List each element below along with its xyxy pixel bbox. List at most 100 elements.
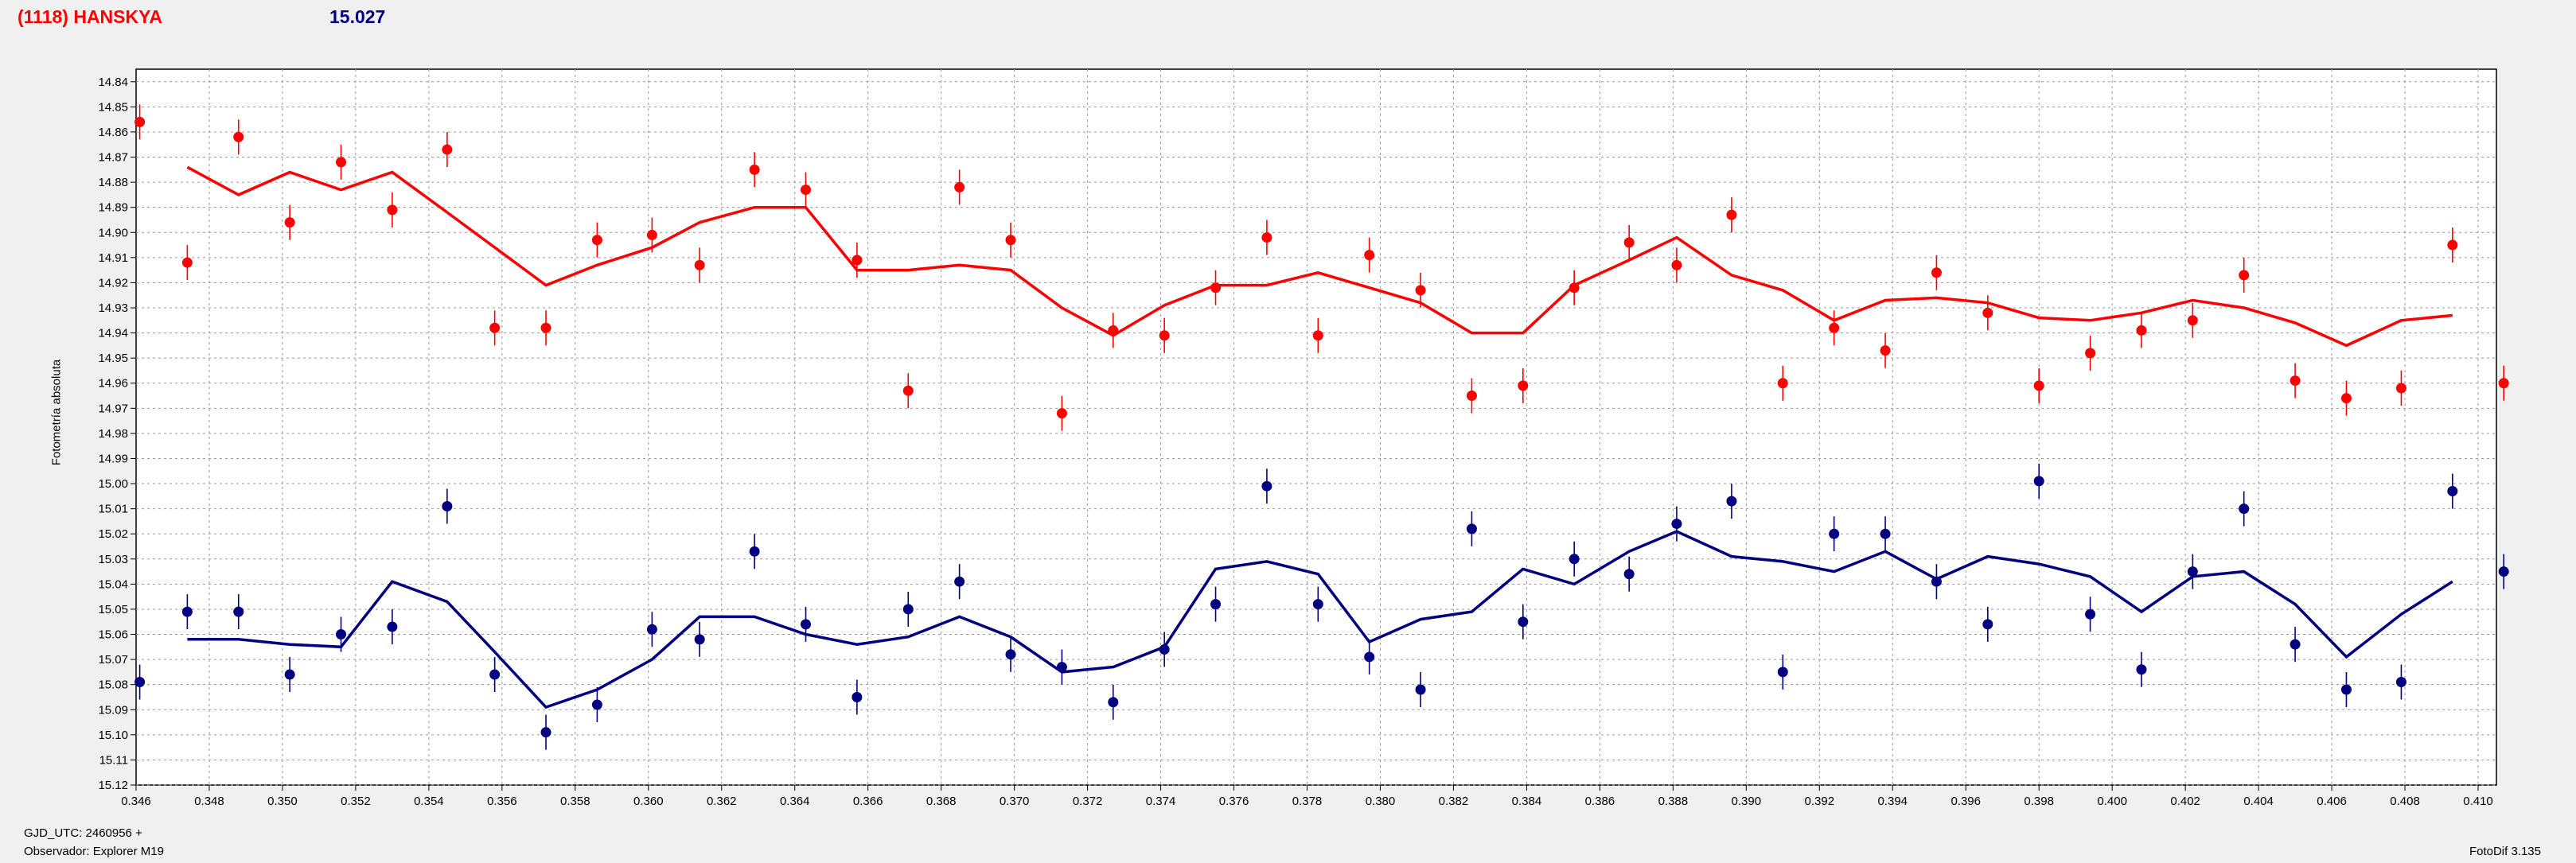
data-point bbox=[1466, 391, 1477, 402]
y-tick-label: 14.90 bbox=[98, 226, 128, 239]
x-tick-label: 0.354 bbox=[414, 795, 444, 808]
fit-lines bbox=[186, 165, 2453, 709]
data-point bbox=[1415, 285, 1426, 296]
x-tick-label: 0.394 bbox=[1877, 795, 1908, 808]
data-point bbox=[1518, 380, 1529, 391]
x-tick-label: 0.358 bbox=[560, 795, 590, 808]
data-point bbox=[1623, 237, 1635, 248]
data-point bbox=[540, 727, 551, 738]
y-axis-label: Fotometría absoluta bbox=[49, 359, 64, 466]
x-axis-ticks: 0.346 0.348 0.350 0.352 0.354 0.356 0.358 0.360… bbox=[121, 785, 2493, 808]
data-point bbox=[2447, 486, 2458, 497]
y-tick-label: 14.88 bbox=[98, 176, 128, 189]
x-tick-label: 0.390 bbox=[1732, 795, 1762, 808]
x-tick-label: 0.384 bbox=[1512, 795, 1542, 808]
data-point bbox=[1210, 282, 1222, 293]
data-point bbox=[233, 131, 244, 142]
data-point bbox=[1982, 619, 1993, 630]
data-point bbox=[1880, 528, 1891, 539]
data-point bbox=[2136, 325, 2147, 336]
data-point bbox=[489, 322, 501, 333]
x-tick-label: 0.398 bbox=[2024, 795, 2054, 808]
data-point bbox=[2290, 639, 2301, 650]
data-point bbox=[1159, 330, 1170, 341]
data-point bbox=[1005, 235, 1016, 246]
data-point bbox=[1671, 259, 1682, 270]
data-point bbox=[801, 185, 812, 196]
data-point bbox=[1005, 649, 1016, 660]
data-point bbox=[1108, 325, 1119, 336]
x-tick-label: 0.370 bbox=[1000, 795, 1030, 808]
y-tick-label: 15.01 bbox=[98, 503, 128, 516]
y-tick-label: 15.00 bbox=[98, 477, 128, 491]
y-tick-label: 15.03 bbox=[98, 553, 128, 566]
x-tick-label: 0.400 bbox=[2097, 795, 2127, 808]
data-points bbox=[134, 104, 2509, 750]
y-tick-label: 14.84 bbox=[98, 76, 128, 89]
x-tick-label: 0.396 bbox=[1951, 795, 1981, 808]
x-tick-label: 0.352 bbox=[341, 795, 371, 808]
x-tick-label: 0.382 bbox=[1439, 795, 1469, 808]
data-point bbox=[2085, 608, 2096, 620]
data-point bbox=[902, 604, 914, 615]
data-point bbox=[387, 204, 398, 216]
data-point bbox=[2187, 566, 2198, 577]
data-point bbox=[284, 669, 295, 680]
data-point bbox=[954, 576, 965, 587]
data-point bbox=[646, 624, 657, 635]
data-point bbox=[1261, 232, 1272, 243]
data-point bbox=[284, 217, 295, 228]
data-point bbox=[1466, 523, 1477, 535]
data-point bbox=[1364, 651, 1375, 663]
data-point bbox=[1777, 378, 1788, 389]
x-tick-label: 0.378 bbox=[1292, 795, 1323, 808]
data-point bbox=[181, 257, 193, 268]
data-point bbox=[591, 699, 602, 710]
y-tick-label: 14.86 bbox=[98, 126, 128, 139]
data-point bbox=[181, 606, 193, 617]
x-tick-label: 0.346 bbox=[121, 795, 151, 808]
data-point bbox=[749, 546, 760, 557]
data-point bbox=[134, 116, 146, 127]
x-tick-label: 0.360 bbox=[633, 795, 664, 808]
data-point bbox=[591, 235, 602, 246]
data-point bbox=[2395, 677, 2406, 688]
data-point bbox=[1623, 569, 1635, 580]
y-tick-label: 14.95 bbox=[98, 352, 128, 365]
data-point bbox=[1569, 554, 1580, 565]
fit-line-red bbox=[186, 165, 2453, 348]
data-point bbox=[1829, 528, 1840, 539]
data-point bbox=[954, 181, 965, 192]
x-tick-label: 0.348 bbox=[194, 795, 224, 808]
y-tick-label: 15.02 bbox=[98, 527, 128, 541]
data-point bbox=[2290, 375, 2301, 387]
x-tick-label: 0.372 bbox=[1073, 795, 1103, 808]
data-point bbox=[2498, 378, 2509, 389]
data-point bbox=[1210, 599, 1222, 610]
gjd-label: GJD_UTC: 2460956 + bbox=[24, 826, 142, 840]
x-tick-label: 0.388 bbox=[1658, 795, 1689, 808]
y-tick-label: 15.07 bbox=[98, 653, 128, 667]
data-point bbox=[694, 259, 705, 270]
data-point bbox=[1108, 697, 1119, 708]
data-point bbox=[1777, 667, 1788, 678]
x-tick-label: 0.366 bbox=[853, 795, 883, 808]
fit-line-blue bbox=[187, 530, 2453, 709]
data-point bbox=[1931, 576, 1942, 587]
observer-label: Observador: Explorer M19 bbox=[24, 845, 164, 858]
data-point bbox=[1056, 408, 1067, 419]
data-point bbox=[2340, 684, 2352, 695]
plot-area bbox=[135, 68, 2497, 786]
y-tick-label: 14.99 bbox=[98, 452, 128, 465]
x-tick-label: 0.406 bbox=[2317, 795, 2347, 808]
x-tick-label: 0.376 bbox=[1219, 795, 1249, 808]
x-tick-label: 0.380 bbox=[1366, 795, 1396, 808]
y-tick-label: 14.92 bbox=[98, 276, 128, 290]
data-point bbox=[2447, 239, 2458, 251]
x-tick-label: 0.410 bbox=[2463, 795, 2493, 808]
x-tick-label: 0.408 bbox=[2390, 795, 2420, 808]
y-tick-label: 14.85 bbox=[98, 100, 128, 114]
data-point bbox=[1829, 322, 1840, 333]
data-point bbox=[2033, 476, 2044, 487]
